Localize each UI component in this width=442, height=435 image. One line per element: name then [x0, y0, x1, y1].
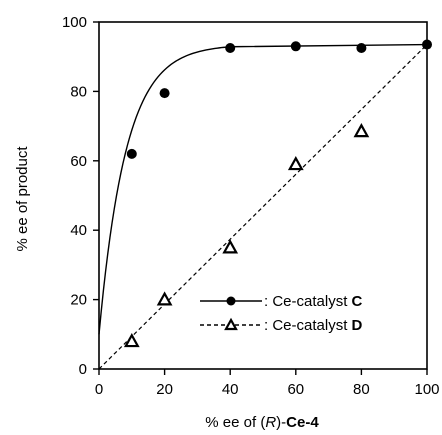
legend-marker-catalyst-d — [224, 317, 238, 331]
point-catalyst-c — [159, 88, 170, 99]
y-tick-label: 80 — [70, 83, 87, 100]
axes — [93, 21, 428, 375]
plot-frame — [98, 21, 428, 370]
x-tick-label: 40 — [222, 381, 239, 398]
legend-label-catalyst-d: : Ce-catalyst D — [264, 317, 363, 334]
fit-lines — [98, 43, 428, 370]
point-catalyst-d — [353, 123, 370, 138]
point-catalyst-c — [126, 148, 137, 159]
x-axis-title-italic: R — [265, 414, 276, 431]
x-axis-title-prefix: % ee of ( — [205, 414, 265, 431]
x-axis-title: % ee of (R)-Ce-4 — [205, 414, 319, 431]
legend-label-bold: D — [352, 317, 363, 334]
legend-label-catalyst-c: : Ce-catalyst C — [264, 293, 363, 310]
y-tick-label: 40 — [70, 222, 87, 239]
legend-label-text: : Ce-catalyst — [264, 317, 352, 334]
x-tick-label: 100 — [414, 381, 439, 398]
legend-marker-catalyst-c — [226, 296, 236, 306]
y-tick-label: 100 — [62, 14, 87, 31]
point-catalyst-c — [225, 43, 236, 54]
legend-label-text: : Ce-catalyst — [264, 293, 352, 310]
x-tick-label: 0 — [95, 381, 103, 398]
point-catalyst-d — [287, 156, 304, 171]
fit-line-catalyst-d — [98, 44, 428, 370]
x-tick-label: 20 — [156, 381, 173, 398]
y-tick-label: 0 — [79, 361, 87, 378]
tick-labels: 0 20 40 60 80 100 0 20 40 60 80 100 — [62, 14, 440, 398]
point-catalyst-d — [156, 291, 173, 306]
x-tick-label: 60 — [287, 381, 304, 398]
point-catalyst-c — [356, 43, 367, 54]
fit-curve-catalyst-c — [98, 43, 428, 335]
data-points — [123, 39, 432, 348]
point-catalyst-d — [222, 239, 239, 254]
point-catalyst-d — [123, 332, 140, 348]
y-axis-title: % ee of product — [14, 146, 31, 252]
legend-label-bold: C — [352, 293, 363, 310]
x-axis-title-suffix: )- — [276, 414, 286, 431]
y-tick-label: 20 — [70, 292, 87, 309]
y-tick-label: 60 — [70, 153, 87, 170]
legend: : Ce-catalyst C: Ce-catalyst D — [200, 293, 363, 334]
x-axis-title-bold: Ce-4 — [286, 414, 319, 431]
point-catalyst-c — [290, 41, 301, 52]
x-tick-label: 80 — [353, 381, 370, 398]
point-catalyst-c — [422, 39, 432, 50]
